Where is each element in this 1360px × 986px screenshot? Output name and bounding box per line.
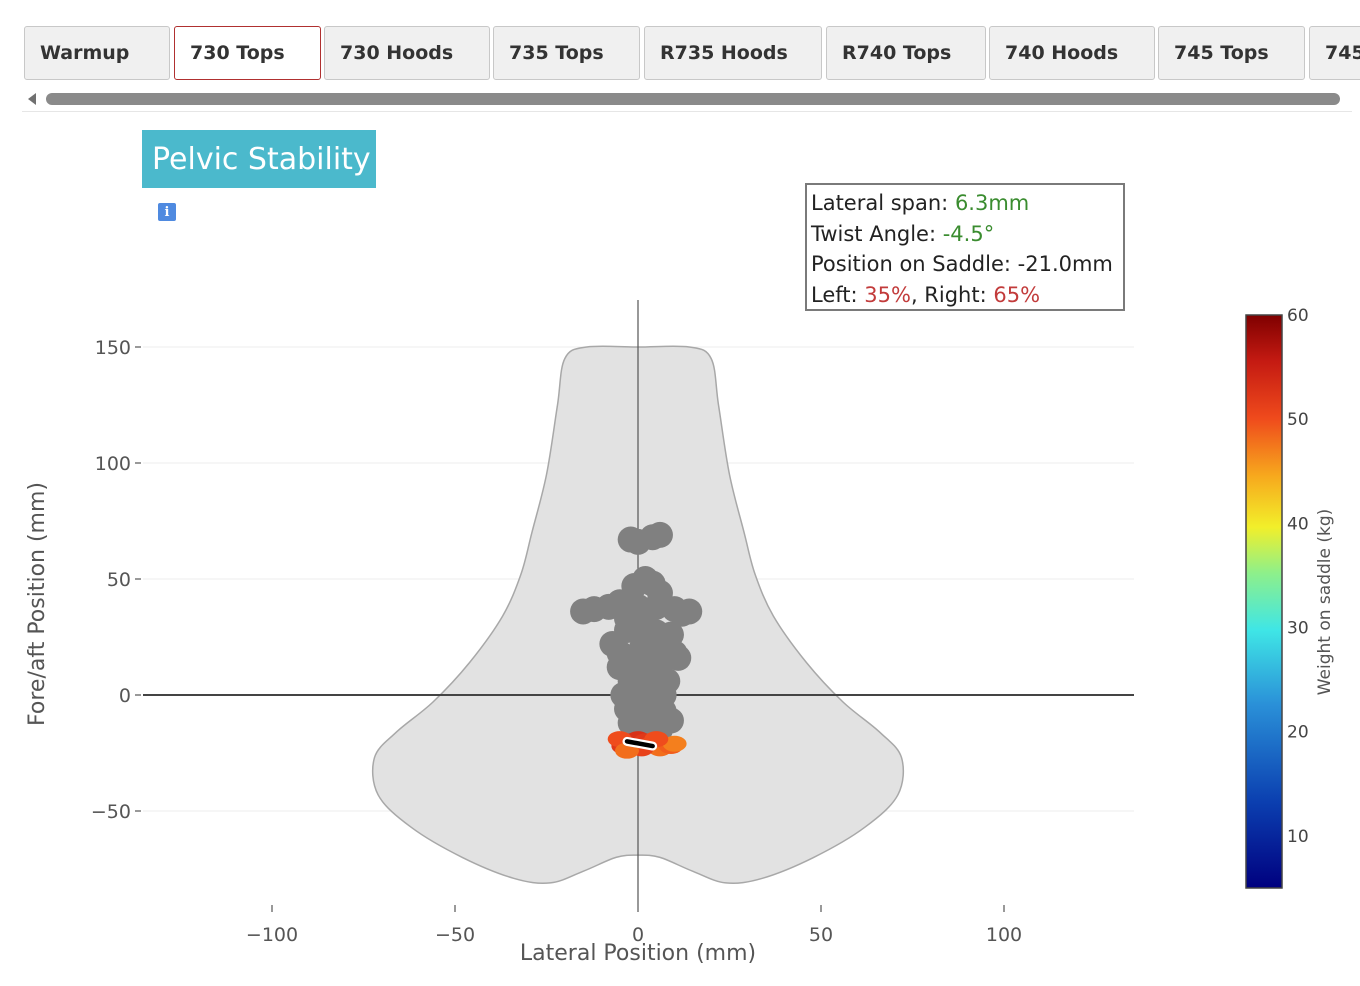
colorbar-tick-label: 50 [1287, 410, 1309, 430]
y-tick-label: 150 [95, 337, 131, 359]
panel-title: Pelvic Stability [142, 130, 376, 188]
scrollbar-thumb[interactable] [46, 93, 1340, 105]
trail-point [646, 521, 673, 548]
colorbar-ticks: 60 50 40 30 20 10 [1287, 306, 1309, 847]
info-icon[interactable]: i [158, 203, 176, 221]
colorbar-tick-label: 10 [1287, 827, 1309, 847]
lateral-span-row: Lateral span: 6.3mm [811, 188, 1123, 219]
x-tick-label: 100 [986, 924, 1022, 946]
tab-bar: Warmup 730 Tops 730 Hoods 735 Tops R735 … [0, 0, 1360, 112]
tab-r740-tops[interactable]: R740 Tops [826, 26, 986, 80]
colorbar-tick-label: 30 [1287, 619, 1309, 639]
tab-740-hoods[interactable]: 740 Hoods [989, 26, 1155, 80]
trail-point [625, 528, 651, 555]
center-of-pressure-marker [622, 736, 658, 751]
tab-730-hoods[interactable]: 730 Hoods [324, 26, 490, 80]
colorbar-tick-label: 40 [1287, 514, 1309, 534]
y-tick-label: 0 [119, 685, 131, 707]
twist-angle-value: -4.5° [942, 221, 995, 246]
trail-point [676, 598, 703, 625]
y-tick-label: −50 [91, 801, 131, 823]
x-tick-label: −100 [246, 924, 298, 946]
position-row: Position on Saddle: -21.0mm [811, 249, 1123, 280]
cop-line [624, 739, 655, 749]
colorbar [1245, 314, 1283, 889]
x-tick-label: −50 [435, 924, 475, 946]
trail-point [570, 598, 597, 625]
tab-730-tops[interactable]: 730 Tops [174, 26, 321, 80]
tab-745-partial[interactable]: 745 [1309, 26, 1360, 80]
pressure-point [662, 735, 687, 752]
x-axis-ticks: −100 −50 0 50 100 [246, 905, 1022, 946]
divider [22, 111, 1352, 112]
tab-warmup[interactable]: Warmup [24, 26, 170, 80]
tab-745-tops[interactable]: 745 Tops [1158, 26, 1305, 80]
lateral-span-label: Lateral span: [811, 191, 955, 215]
twist-angle-row: Twist Angle: -4.5° [811, 219, 1123, 250]
left-label: Left: [811, 282, 865, 307]
tab-735-tops[interactable]: 735 Tops [493, 26, 640, 80]
colorbar-tick-label: 20 [1287, 723, 1309, 743]
y-tick-label: 100 [95, 453, 131, 475]
lateral-span-value: 6.3mm [954, 191, 1030, 215]
x-tick-label: 0 [632, 924, 644, 946]
stats-box: Lateral span: 6.3mm Twist Angle: -4.5° P… [805, 183, 1125, 311]
x-axis-label: Lateral Position (mm) [520, 941, 756, 966]
y-tick-label: 50 [107, 569, 131, 591]
twist-angle-label: Twist Angle: [811, 221, 943, 246]
balance-row: Left: 35%, Right: 65% [811, 280, 1123, 311]
position-value: -21.0mm [1017, 252, 1113, 276]
left-value: 35% [864, 282, 911, 307]
x-tick-label: 50 [809, 924, 833, 946]
right-label: , Right: [910, 282, 994, 307]
scroll-left-arrow-icon[interactable] [28, 93, 36, 105]
tab-r735-hoods[interactable]: R735 Hoods [644, 26, 822, 80]
position-label: Position on Saddle: [811, 252, 1018, 276]
right-value: 65% [993, 282, 1041, 307]
colorbar-tick-label: 60 [1287, 306, 1309, 326]
colorbar-label: Weight on saddle (kg) [1315, 509, 1335, 696]
tab-scrollbar[interactable] [24, 90, 1344, 108]
y-axis-label: Fore/aft Position (mm) [25, 482, 50, 726]
y-axis-ticks: 150 100 50 0 −50 [91, 337, 141, 823]
